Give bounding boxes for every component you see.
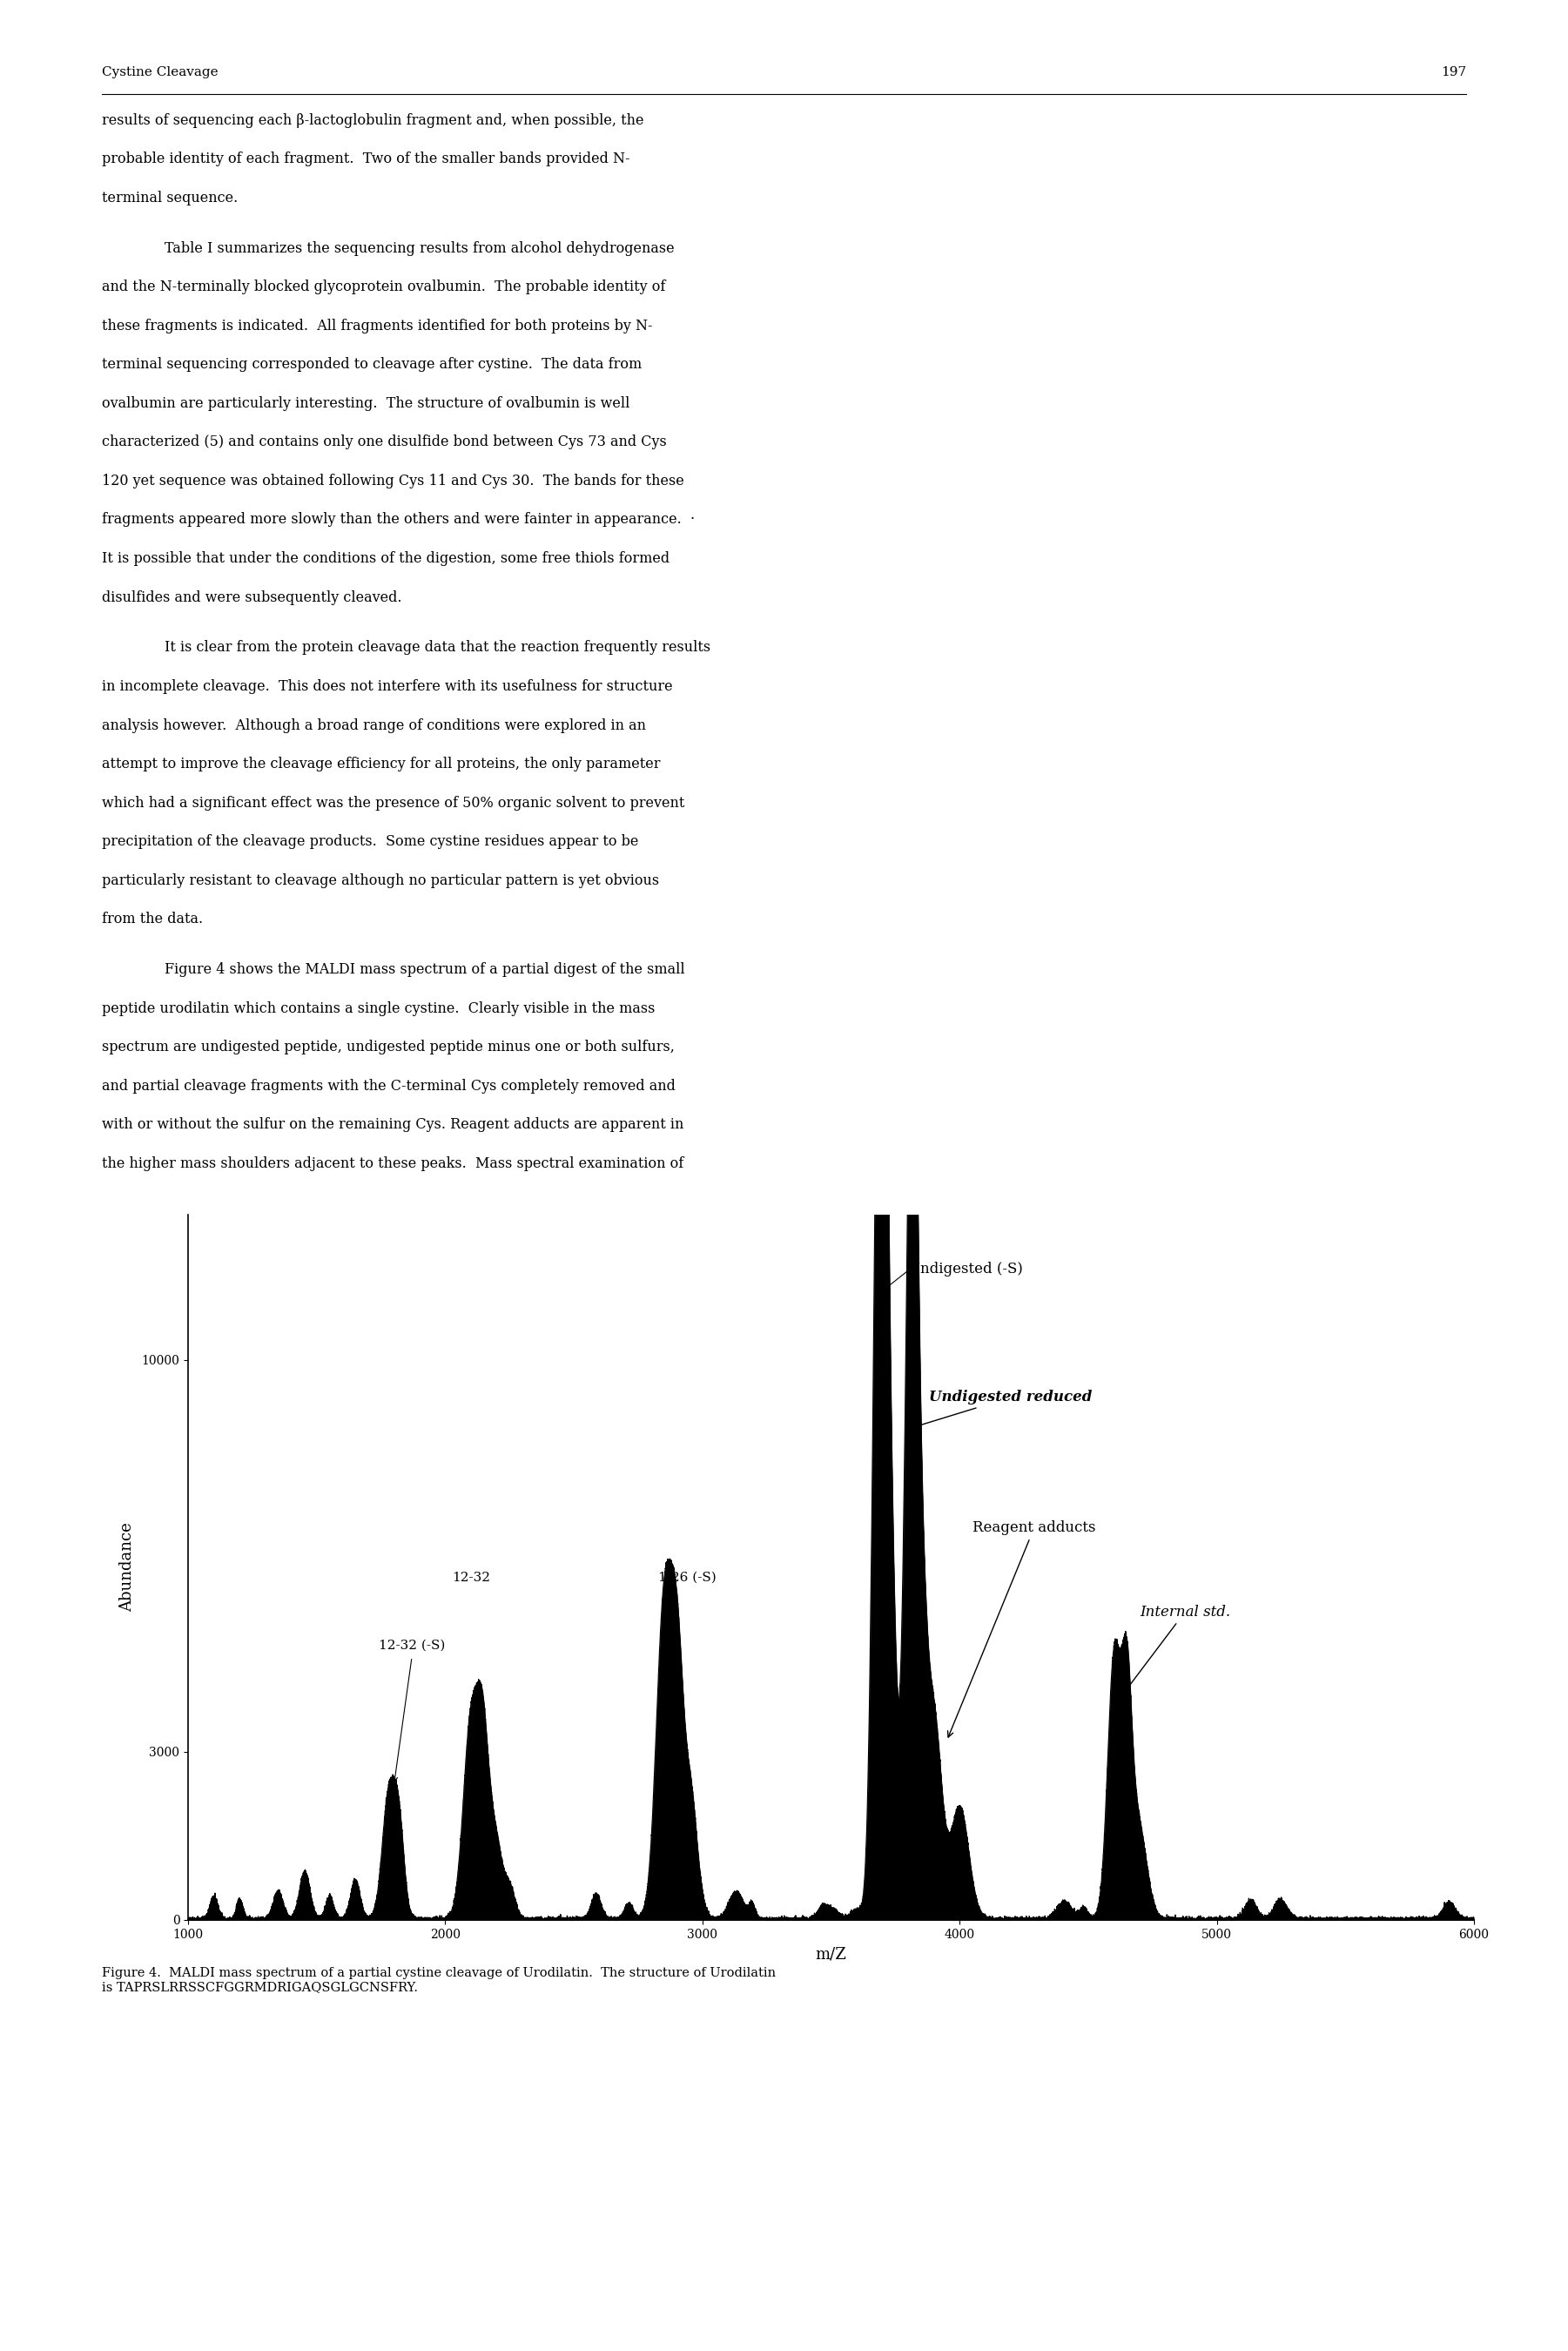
Y-axis label: Abundance: Abundance <box>119 1523 135 1613</box>
Text: 197: 197 <box>1441 66 1466 78</box>
Text: fragments appeared more slowly than the others and were fainter in appearance.  : fragments appeared more slowly than the … <box>102 513 695 527</box>
Text: spectrum are undigested peptide, undigested peptide minus one or both sulfurs,: spectrum are undigested peptide, undiges… <box>102 1039 674 1056</box>
Text: disulfides and were subsequently cleaved.: disulfides and were subsequently cleaved… <box>102 590 401 604</box>
Text: terminal sequence.: terminal sequence. <box>102 190 238 205</box>
Text: peptide urodilatin which contains a single cystine.  Clearly visible in the mass: peptide urodilatin which contains a sing… <box>102 1002 655 1016</box>
Text: from the data.: from the data. <box>102 912 202 926</box>
Text: characterized (5) and contains only one disulfide bond between Cys 73 and Cys: characterized (5) and contains only one … <box>102 435 666 449</box>
Text: Reagent adducts: Reagent adducts <box>947 1521 1096 1737</box>
Text: the higher mass shoulders adjacent to these peaks.  Mass spectral examination of: the higher mass shoulders adjacent to th… <box>102 1157 684 1171</box>
Text: 12-32 (-S): 12-32 (-S) <box>378 1639 445 1650</box>
Text: Cystine Cleavage: Cystine Cleavage <box>102 66 218 78</box>
Text: Figure 4.  MALDI mass spectrum of a partial cystine cleavage of Urodilatin.  The: Figure 4. MALDI mass spectrum of a parti… <box>102 1968 776 1994</box>
Text: 1-26 (-S): 1-26 (-S) <box>659 1573 717 1585</box>
Text: Internal std.: Internal std. <box>1124 1603 1231 1693</box>
Text: terminal sequencing corresponded to cleavage after cystine.  The data from: terminal sequencing corresponded to clea… <box>102 357 641 371</box>
Text: results of sequencing each β-lactoglobulin fragment and, when possible, the: results of sequencing each β-lactoglobul… <box>102 113 644 127</box>
Text: which had a significant effect was the presence of 50% organic solvent to preven: which had a significant effect was the p… <box>102 795 685 811</box>
Text: with or without the sulfur on the remaining Cys. Reagent adducts are apparent in: with or without the sulfur on the remain… <box>102 1117 684 1133</box>
Text: these fragments is indicated.  All fragments identified for both proteins by N-: these fragments is indicated. All fragme… <box>102 317 652 334</box>
Text: It is clear from the protein cleavage data that the reaction frequently results: It is clear from the protein cleavage da… <box>165 639 710 656</box>
Text: Table I summarizes the sequencing results from alcohol dehydrogenase: Table I summarizes the sequencing result… <box>165 240 674 256</box>
Text: and partial cleavage fragments with the C-terminal Cys completely removed and: and partial cleavage fragments with the … <box>102 1079 676 1093</box>
Text: Figure 4 shows the MALDI mass spectrum of a partial digest of the small: Figure 4 shows the MALDI mass spectrum o… <box>165 962 685 978</box>
Text: precipitation of the cleavage products.  Some cystine residues appear to be: precipitation of the cleavage products. … <box>102 835 638 849</box>
X-axis label: m/Z: m/Z <box>815 1947 847 1963</box>
Text: analysis however.  Although a broad range of conditions were explored in an: analysis however. Although a broad range… <box>102 717 646 734</box>
Text: and the N-terminally blocked glycoprotein ovalbumin.  The probable identity of: and the N-terminally blocked glycoprotei… <box>102 280 665 294</box>
Text: 120 yet sequence was obtained following Cys 11 and Cys 30.  The bands for these: 120 yet sequence was obtained following … <box>102 473 684 489</box>
Text: in incomplete cleavage.  This does not interfere with its usefulness for structu: in incomplete cleavage. This does not in… <box>102 679 673 694</box>
Text: Undigested (-S): Undigested (-S) <box>908 1260 1022 1277</box>
Text: Undigested reduced: Undigested reduced <box>916 1389 1091 1427</box>
Text: 12-32: 12-32 <box>452 1573 491 1585</box>
Text: It is possible that under the conditions of the digestion, some free thiols form: It is possible that under the conditions… <box>102 550 670 567</box>
Text: probable identity of each fragment.  Two of the smaller bands provided N-: probable identity of each fragment. Two … <box>102 153 630 167</box>
Text: attempt to improve the cleavage efficiency for all proteins, the only parameter: attempt to improve the cleavage efficien… <box>102 757 660 771</box>
Text: ovalbumin are particularly interesting.  The structure of ovalbumin is well: ovalbumin are particularly interesting. … <box>102 395 630 411</box>
Text: particularly resistant to cleavage although no particular pattern is yet obvious: particularly resistant to cleavage altho… <box>102 872 659 889</box>
